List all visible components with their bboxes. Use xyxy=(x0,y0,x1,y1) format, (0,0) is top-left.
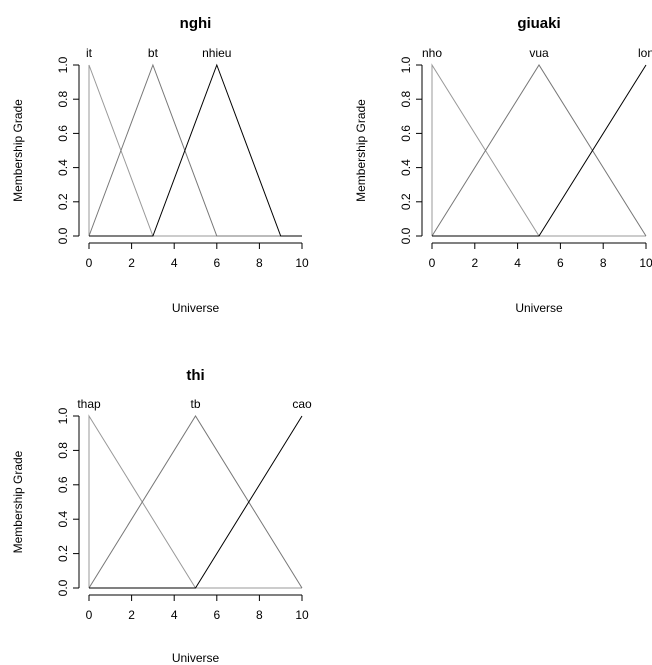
x-axis-label: Universe xyxy=(172,651,220,665)
x-tick-label: 8 xyxy=(600,256,607,270)
y-tick-label: 0.2 xyxy=(56,545,70,562)
series-line-nho xyxy=(431,63,646,237)
y-tick-label: 0.6 xyxy=(56,125,70,142)
series-line-cao xyxy=(89,415,303,589)
series-label-lon: lon xyxy=(638,46,652,60)
series-line-vua xyxy=(431,64,647,237)
x-tick-label: 10 xyxy=(295,256,309,270)
x-tick-label: 0 xyxy=(429,256,436,270)
y-tick-label: 1.0 xyxy=(56,407,70,424)
y-tick-label: 0.6 xyxy=(399,125,413,142)
y-tick-label: 0.4 xyxy=(56,511,70,528)
x-axis-label: Universe xyxy=(172,301,220,315)
y-tick-label: 1.0 xyxy=(399,56,413,73)
series-label-it: it xyxy=(86,46,93,60)
y-tick-label: 0.6 xyxy=(56,476,70,493)
y-axis-label: Membership Grade xyxy=(11,450,25,553)
series-line-nhieu xyxy=(89,63,302,237)
x-tick-label: 0 xyxy=(86,608,93,622)
y-tick-label: 0.8 xyxy=(399,91,413,108)
x-tick-label: 4 xyxy=(514,256,521,270)
y-tick-label: 1.0 xyxy=(56,56,70,73)
chart-panel-thi: thi 0 2 4 6 8 10 0.0 0.2 0.4 0.6 0.8 1.0 Universe Memb… xyxy=(11,367,312,665)
chart-panel-nghi: nghi 0 2 4 6 8 10 0.0 0.2 0.4 0.6 0.8 1.0 Universe Mem… xyxy=(11,15,309,315)
y-tick-label: 0.4 xyxy=(399,159,413,176)
series-label-nho: nho xyxy=(422,46,442,60)
chart-title: nghi xyxy=(180,15,212,32)
x-tick-label: 0 xyxy=(86,256,93,270)
series-label-thap: thap xyxy=(77,397,101,411)
x-tick-label: 6 xyxy=(213,608,220,622)
y-tick-label: 0.0 xyxy=(399,227,413,244)
y-axis-label: Membership Grade xyxy=(11,99,25,202)
y-tick-label: 0.8 xyxy=(56,91,70,108)
x-axis-label: Universe xyxy=(515,301,563,315)
y-tick-label: 0.2 xyxy=(56,193,70,210)
series-label-bt: bt xyxy=(148,46,159,60)
x-tick-label: 8 xyxy=(256,608,263,622)
series-line-thap xyxy=(88,414,302,589)
series-line-tb xyxy=(88,415,303,589)
series-label-tb: tb xyxy=(190,397,200,411)
x-tick-label: 8 xyxy=(256,256,263,270)
x-tick-label: 6 xyxy=(213,256,220,270)
y-tick-label: 0.4 xyxy=(56,159,70,176)
x-tick-label: 4 xyxy=(171,608,178,622)
x-tick-label: 4 xyxy=(171,256,178,270)
y-axis-label: Membership Grade xyxy=(354,99,368,202)
series-line-bt xyxy=(88,63,302,237)
series-line-lon xyxy=(432,64,647,237)
x-tick-label: 2 xyxy=(128,608,135,622)
y-tick-label: 0.8 xyxy=(56,442,70,459)
y-tick-label: 0.0 xyxy=(56,227,70,244)
y-tick-label: 0.0 xyxy=(56,579,70,596)
y-tick-label: 0.2 xyxy=(399,193,413,210)
x-tick-label: 10 xyxy=(639,256,652,270)
series-label-vua: vua xyxy=(529,46,549,60)
series-label-cao: cao xyxy=(292,397,312,411)
x-tick-label: 6 xyxy=(557,256,564,270)
x-tick-label: 2 xyxy=(128,256,135,270)
chart-title: giuaki xyxy=(517,15,560,32)
series-label-nhieu: nhieu xyxy=(202,46,231,60)
x-tick-label: 10 xyxy=(295,608,309,622)
chart-panel-giuaki: giuaki 0 2 4 6 8 10 0.0 0.2 0.4 0.6 0.8 1.0 Universe M… xyxy=(354,15,652,315)
chart-title: thi xyxy=(186,367,204,384)
x-tick-label: 2 xyxy=(471,256,478,270)
